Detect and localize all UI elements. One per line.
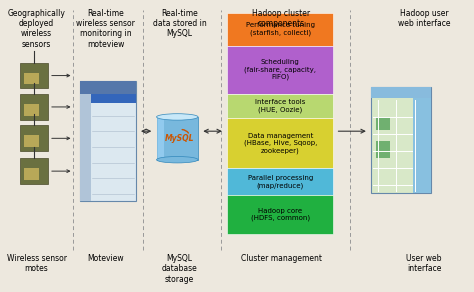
Text: Performance tuning
(starfish, collectI): Performance tuning (starfish, collectI) xyxy=(246,22,315,36)
Text: Interface tools
(HUE, Oozie): Interface tools (HUE, Oozie) xyxy=(255,100,305,113)
FancyBboxPatch shape xyxy=(376,141,390,158)
Text: Hadoop cluster
components: Hadoop cluster components xyxy=(252,8,310,28)
FancyBboxPatch shape xyxy=(20,158,48,184)
FancyBboxPatch shape xyxy=(24,168,39,180)
Text: Hadoop user
web interface: Hadoop user web interface xyxy=(398,8,450,28)
Ellipse shape xyxy=(156,157,198,163)
Text: Scheduling
(fair-share, capacity,
FIFO): Scheduling (fair-share, capacity, FIFO) xyxy=(244,59,316,80)
FancyBboxPatch shape xyxy=(20,94,48,120)
FancyBboxPatch shape xyxy=(20,63,48,88)
FancyBboxPatch shape xyxy=(371,87,431,98)
FancyBboxPatch shape xyxy=(24,73,39,84)
FancyBboxPatch shape xyxy=(81,81,136,201)
Text: MySQL
database
storage: MySQL database storage xyxy=(162,254,198,284)
Ellipse shape xyxy=(156,114,198,120)
FancyBboxPatch shape xyxy=(371,87,431,192)
Text: Parallel processing
(map/reduce): Parallel processing (map/reduce) xyxy=(247,175,313,189)
FancyBboxPatch shape xyxy=(156,117,164,160)
FancyBboxPatch shape xyxy=(227,13,333,46)
FancyBboxPatch shape xyxy=(227,118,333,168)
FancyBboxPatch shape xyxy=(227,46,333,94)
FancyBboxPatch shape xyxy=(227,195,333,234)
FancyBboxPatch shape xyxy=(156,117,198,160)
Text: Real-time
data stored in
MySQL: Real-time data stored in MySQL xyxy=(153,8,207,38)
FancyBboxPatch shape xyxy=(91,94,136,103)
FancyBboxPatch shape xyxy=(227,168,333,195)
Text: MySQL: MySQL xyxy=(165,134,194,143)
FancyBboxPatch shape xyxy=(376,117,390,130)
Text: Wireless sensor
motes: Wireless sensor motes xyxy=(7,254,66,273)
Text: Cluster management: Cluster management xyxy=(241,254,322,263)
FancyBboxPatch shape xyxy=(81,81,136,94)
FancyBboxPatch shape xyxy=(24,135,39,147)
Text: Geographically
deployed
wireless
sensors: Geographically deployed wireless sensors xyxy=(8,8,65,49)
Text: User web
interface: User web interface xyxy=(406,254,442,273)
Text: Real-time
wireless sensor
monitoring in
moteview: Real-time wireless sensor monitoring in … xyxy=(76,8,135,49)
FancyBboxPatch shape xyxy=(24,104,39,116)
Text: Data management
(HBase, Hive, Sqoop,
zookeeper): Data management (HBase, Hive, Sqoop, zoo… xyxy=(244,133,317,154)
FancyBboxPatch shape xyxy=(227,94,333,118)
FancyBboxPatch shape xyxy=(413,98,431,192)
FancyBboxPatch shape xyxy=(20,126,48,151)
Text: Hadoop core
(HDFS, common): Hadoop core (HDFS, common) xyxy=(251,208,310,221)
Text: Moteview: Moteview xyxy=(88,254,124,263)
FancyBboxPatch shape xyxy=(81,94,91,201)
